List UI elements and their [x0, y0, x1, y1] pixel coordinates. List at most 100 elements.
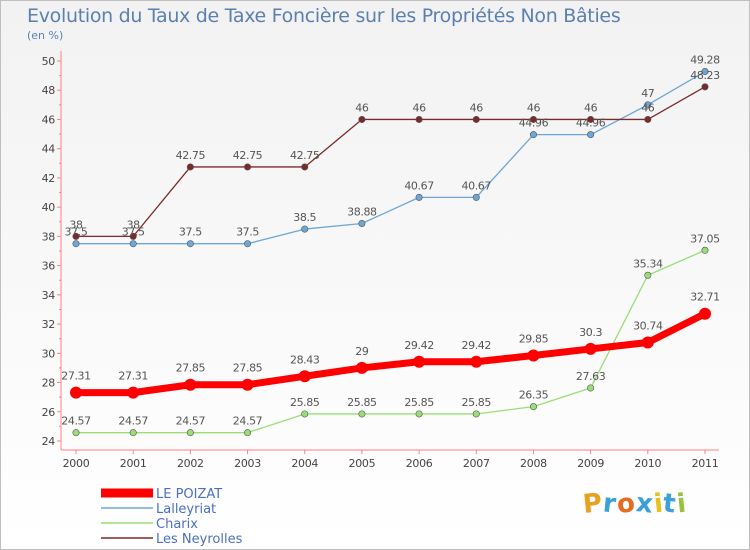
data-label-le-poizat: 27.85	[176, 362, 206, 375]
data-point-charix	[701, 246, 709, 254]
x-tick-label: 2000	[63, 457, 90, 470]
x-tick-label: 2006	[406, 457, 433, 470]
data-point-les-neyrolles	[529, 115, 537, 123]
data-label-le-poizat: 30.3	[579, 326, 602, 339]
data-point-lalleyriat	[587, 131, 595, 139]
data-label-les-neyrolles: 42.75	[290, 149, 320, 162]
data-point-le-poizat	[241, 378, 254, 391]
y-tick-label: 34	[42, 289, 56, 302]
data-point-les-neyrolles	[587, 115, 595, 123]
data-label-lalleyriat: 37.5	[65, 226, 88, 239]
data-label-le-poizat: 32.71	[690, 291, 720, 304]
series-line-charix	[76, 249, 706, 434]
data-point-lalleyriat	[529, 131, 537, 139]
data-point-les-neyrolles	[358, 115, 366, 123]
data-point-lalleyriat	[415, 193, 423, 201]
data-point-lalleyriat	[186, 240, 194, 248]
data-label-charix: 35.34	[633, 257, 663, 270]
data-label-les-neyrolles: 48.23	[690, 69, 720, 82]
data-point-charix	[587, 384, 595, 392]
data-label-charix: 25.85	[347, 396, 377, 409]
data-point-les-neyrolles	[244, 163, 252, 171]
data-label-charix: 24.57	[176, 415, 206, 428]
data-point-lalleyriat	[472, 193, 480, 201]
y-tick-label: 42	[42, 172, 55, 185]
data-point-lalleyriat	[644, 101, 652, 109]
data-point-les-neyrolles	[472, 115, 480, 123]
x-tick-label: 2002	[177, 457, 204, 470]
data-label-le-poizat: 27.85	[233, 362, 263, 375]
data-point-le-poizat	[184, 378, 197, 391]
data-point-charix	[72, 429, 80, 437]
y-tick-label: 44	[42, 143, 56, 156]
x-tick-label: 2004	[291, 457, 318, 470]
y-tick-label: 36	[42, 260, 56, 273]
data-point-charix	[472, 410, 480, 418]
y-tick-label: 28	[42, 377, 56, 390]
data-label-charix: 37.05	[690, 232, 720, 245]
data-label-le-poizat: 28.43	[290, 353, 320, 366]
x-tick-label: 2009	[577, 457, 604, 470]
data-label-les-neyrolles: 46	[527, 101, 541, 114]
data-point-charix	[529, 403, 537, 411]
data-label-les-neyrolles: 46	[412, 101, 426, 114]
data-point-le-poizat	[70, 386, 82, 399]
y-tick-label: 24	[42, 435, 56, 448]
data-label-lalleyriat: 44.96	[576, 117, 606, 130]
data-point-charix	[129, 429, 137, 437]
x-tick-label: 2008	[520, 457, 547, 470]
y-tick-label: 30	[42, 347, 56, 360]
x-tick-label: 2005	[349, 457, 376, 470]
data-point-lalleyriat	[72, 240, 80, 248]
series-line-le-poizat	[76, 310, 707, 397]
data-point-les-neyrolles	[644, 115, 652, 123]
data-label-charix: 26.35	[519, 389, 549, 402]
data-label-charix: 24.57	[118, 415, 148, 428]
data-label-les-neyrolles: 38	[127, 218, 141, 231]
chart-title: Evolution du Taux de Taxe Foncière sur l…	[27, 5, 621, 27]
data-label-lalleyriat: 37.5	[236, 226, 259, 239]
data-point-le-poizat	[584, 342, 597, 355]
chart-subtitle: (en %)	[27, 29, 64, 42]
data-point-le-poizat	[298, 370, 311, 383]
y-tick-label: 50	[42, 55, 56, 68]
data-label-lalleyriat: 44.96	[519, 117, 549, 130]
data-point-lalleyriat	[301, 225, 309, 233]
logo-letter: i	[675, 488, 689, 520]
data-point-les-neyrolles	[701, 83, 709, 91]
data-point-les-neyrolles	[186, 163, 194, 171]
x-tick-label: 2003	[234, 457, 261, 470]
data-label-les-neyrolles: 46	[355, 101, 369, 114]
data-label-lalleyriat: 38.88	[347, 206, 377, 219]
data-point-les-neyrolles	[72, 232, 80, 240]
data-point-le-poizat	[527, 349, 540, 362]
data-label-le-poizat: 29.42	[404, 339, 434, 352]
x-tick-label: 2007	[463, 457, 490, 470]
data-point-lalleyriat	[701, 68, 709, 76]
data-label-les-neyrolles: 38	[69, 218, 83, 231]
data-point-les-neyrolles	[301, 163, 309, 171]
x-tick-label: 2001	[120, 457, 147, 470]
data-point-le-poizat	[355, 361, 368, 374]
data-label-lalleyriat: 37.5	[122, 226, 145, 239]
data-point-charix	[358, 410, 366, 418]
legend-label: Lalleyriat	[156, 502, 216, 517]
x-tick-label: 2011	[692, 457, 719, 470]
y-tick-label: 38	[42, 230, 56, 243]
legend-label: Les Neyrolles	[156, 532, 243, 547]
x-tick-label: 2010	[634, 457, 661, 470]
data-label-lalleyriat: 37.5	[179, 226, 202, 239]
data-label-lalleyriat: 38.5	[293, 211, 316, 224]
data-point-le-poizat	[470, 355, 483, 368]
data-label-charix: 24.57	[233, 415, 263, 428]
data-label-charix: 25.85	[404, 396, 434, 409]
data-point-charix	[186, 429, 194, 437]
data-label-lalleyriat: 40.67	[462, 179, 492, 192]
data-point-le-poizat	[699, 307, 711, 320]
legend-label: LE POIZAT	[156, 487, 222, 502]
y-tick-label: 46	[42, 113, 56, 126]
data-label-charix: 24.57	[61, 415, 91, 428]
y-tick-label: 26	[42, 406, 56, 419]
series-line-lalleyriat	[76, 70, 706, 245]
